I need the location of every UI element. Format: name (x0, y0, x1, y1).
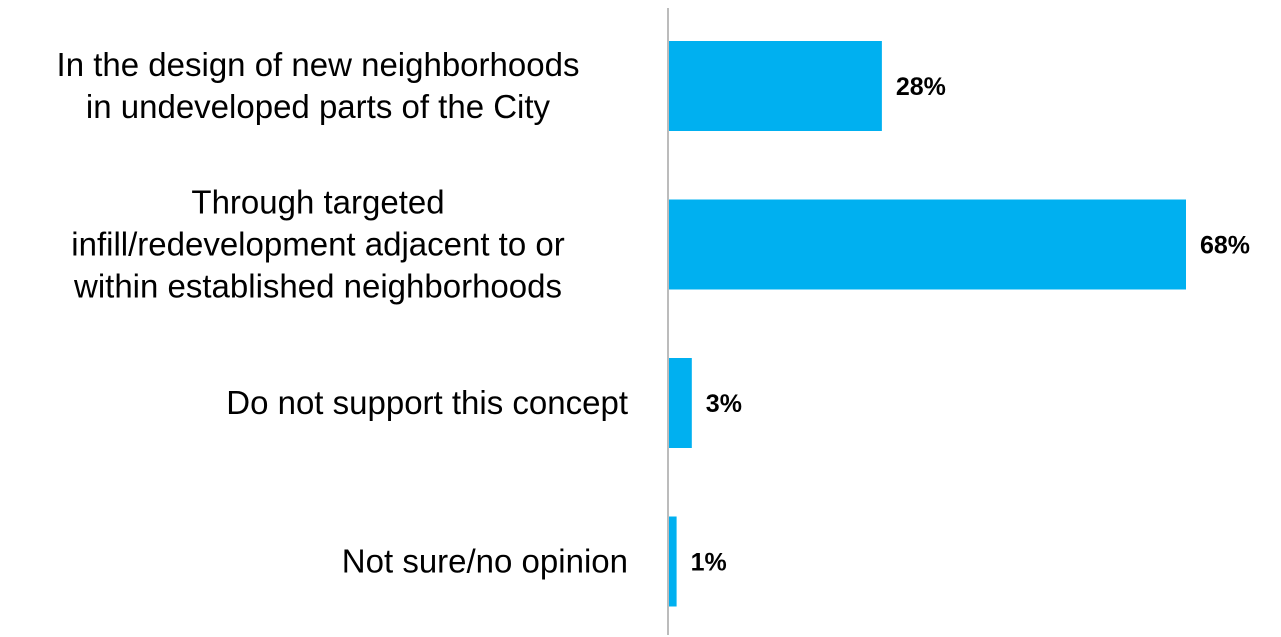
data-label: 1% (691, 549, 727, 577)
category-label: Not sure/no opinion (342, 543, 628, 580)
category-label-line: Not sure/no opinion (342, 543, 628, 580)
bar (669, 516, 677, 607)
category-label-line: in undeveloped parts of the City (86, 88, 551, 125)
category-label: Through targeted infill/redevelopment adj… (71, 184, 564, 305)
category-label: Do not support this concept (226, 384, 628, 421)
data-label: 28% (896, 73, 946, 101)
data-label: 68% (1200, 232, 1250, 260)
bar (669, 41, 882, 131)
bars-group (669, 41, 1186, 607)
bar (669, 358, 692, 448)
category-label-line: Through targeted (191, 184, 444, 221)
category-label-line: infill/redevelopment adjacent to or (71, 226, 564, 263)
bar (669, 199, 1186, 290)
category-labels-group: In the design of new neighborhoods in und… (57, 46, 628, 580)
data-label: 3% (706, 390, 742, 418)
category-label-line: within established neighborhoods (73, 268, 562, 305)
category-label-line: In the design of new neighborhoods (57, 46, 580, 83)
value-labels-group: 28% 68% 3% 1% (691, 73, 1250, 577)
category-label-line: Do not support this concept (226, 384, 628, 421)
category-label: In the design of new neighborhoods in und… (57, 46, 580, 125)
